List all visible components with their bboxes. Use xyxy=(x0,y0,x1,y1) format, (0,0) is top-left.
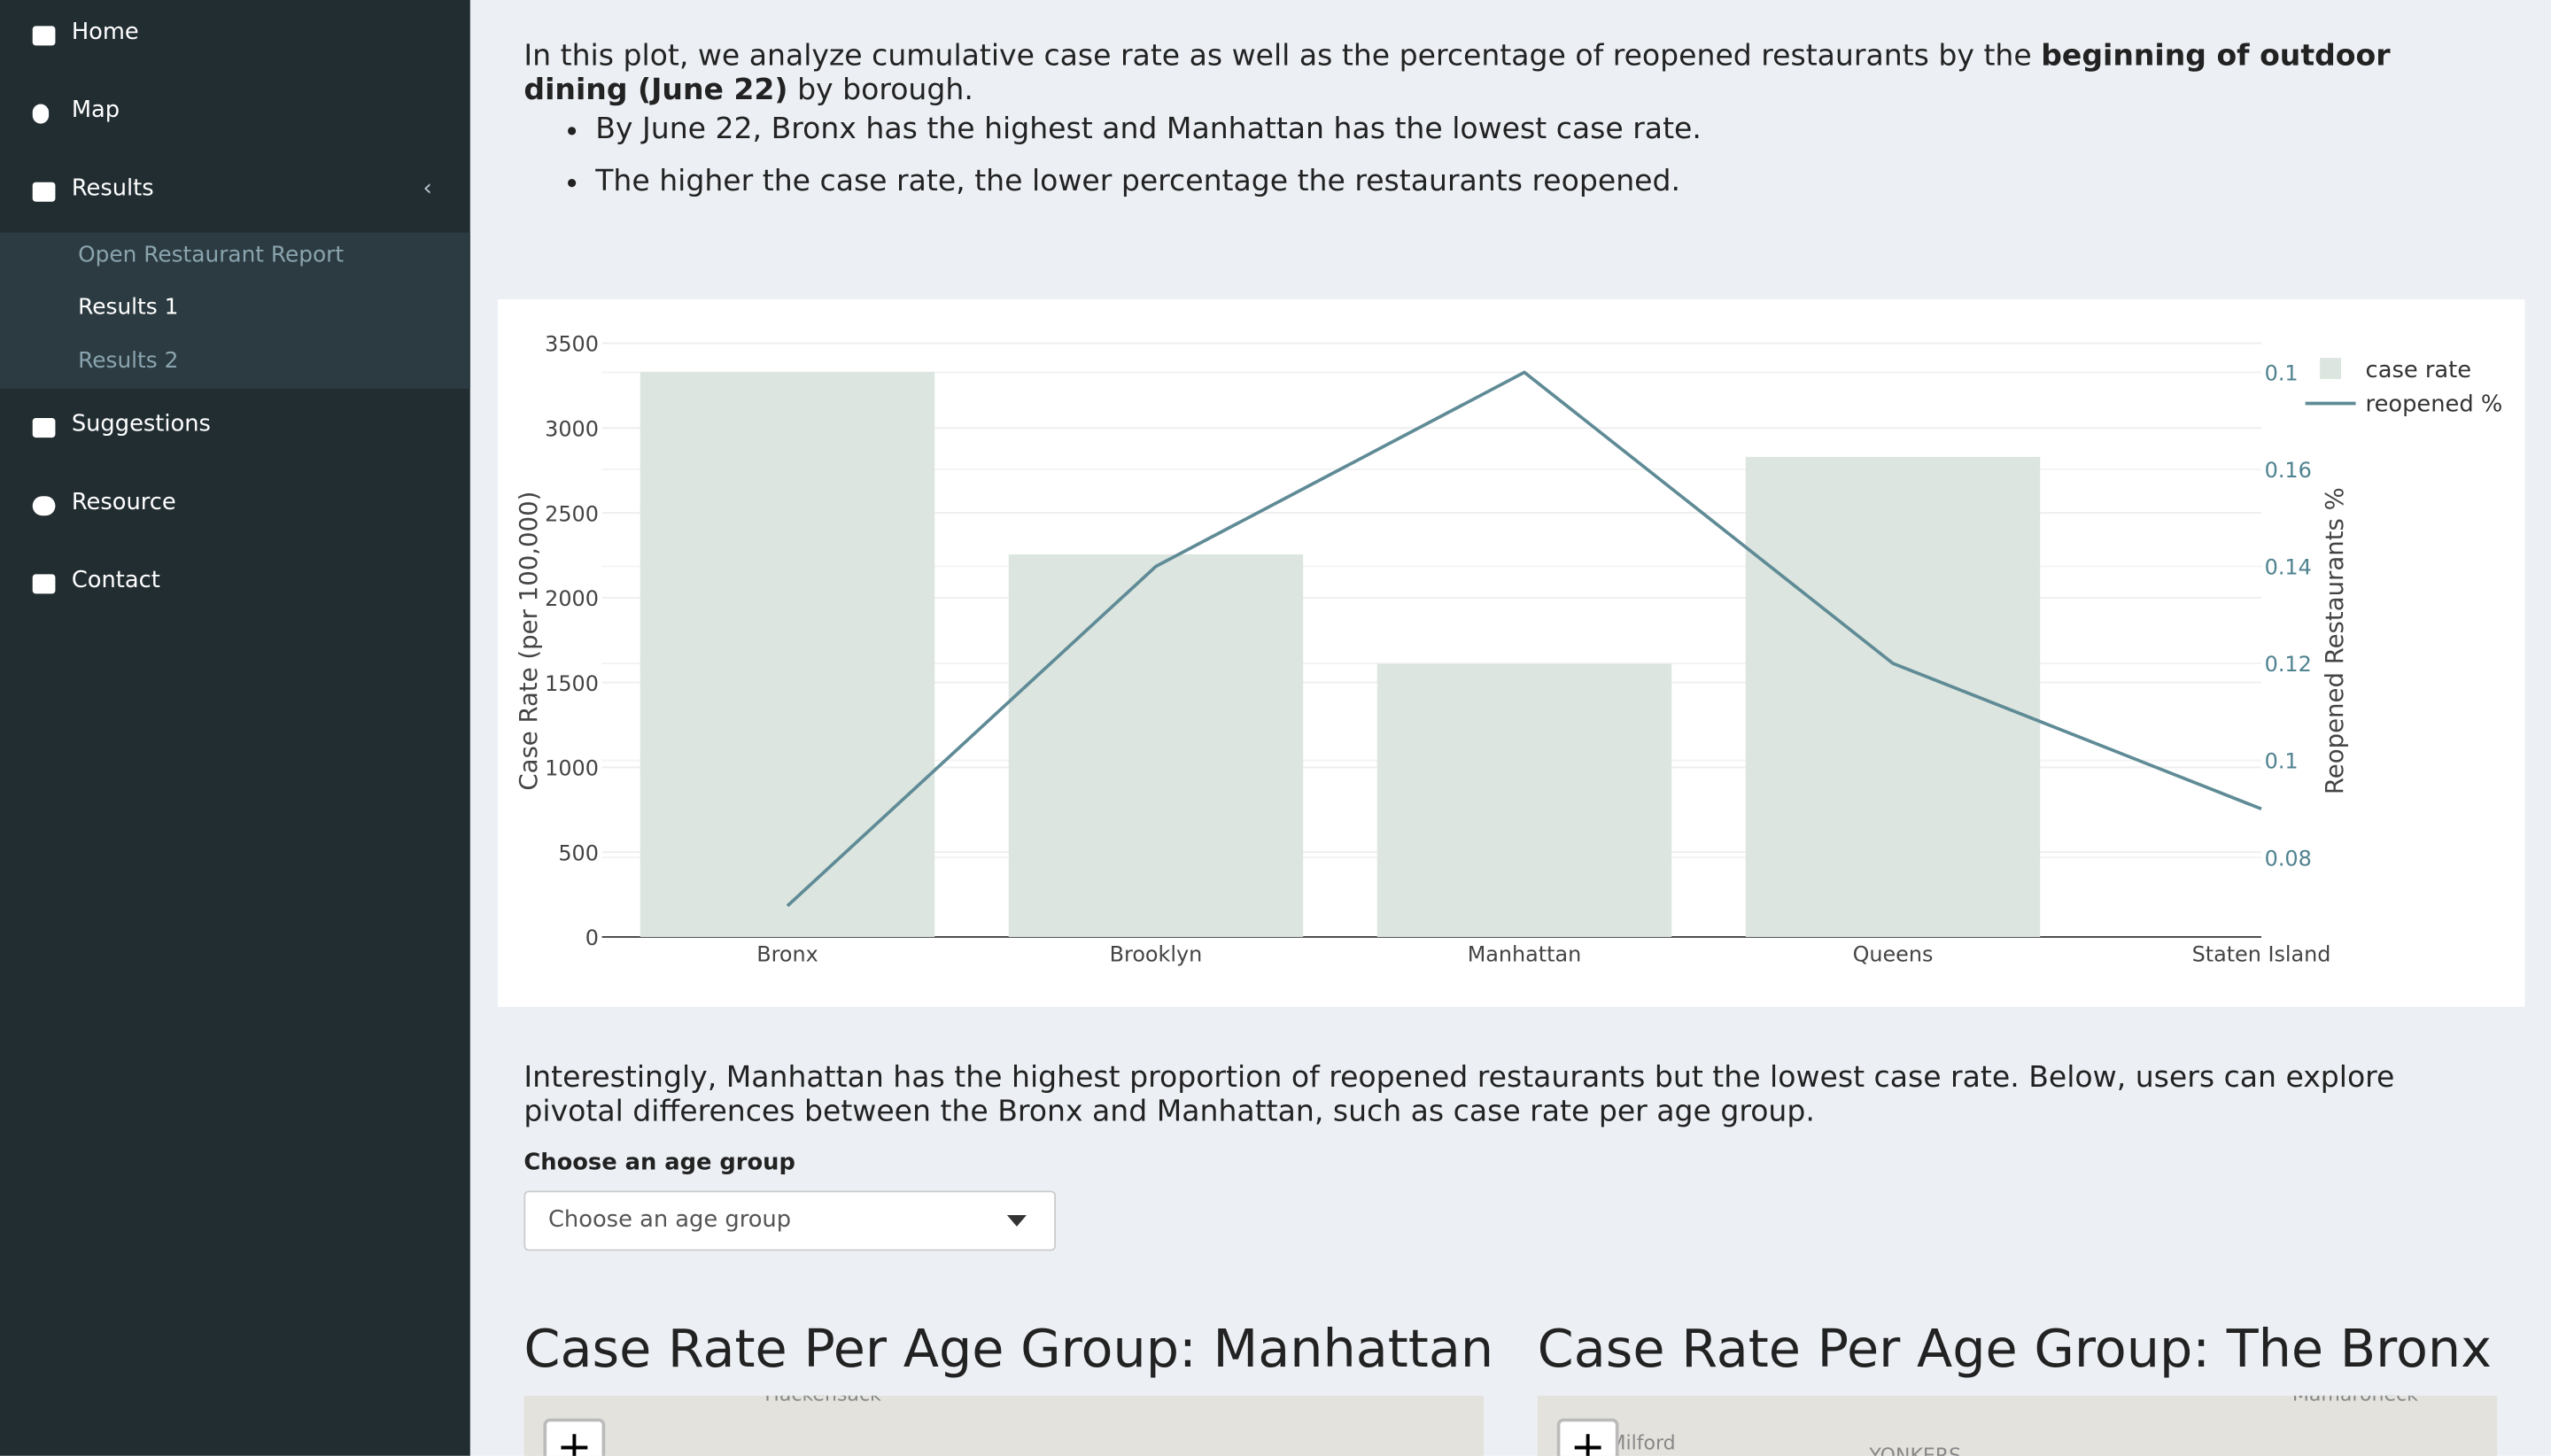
text: In this plot, we analyze cumulative case… xyxy=(523,39,2032,74)
y2-tick-label: 0.14 xyxy=(2265,555,2312,580)
select-placeholder: Choose an age group xyxy=(547,1206,792,1234)
x-tick-label: Manhattan xyxy=(1468,941,1582,966)
bullet: By June 22, Bronx has the highest and Ma… xyxy=(595,105,1702,157)
nav-item[interactable]: Home xyxy=(71,19,139,46)
nav-item[interactable]: Resource xyxy=(71,489,176,516)
bar xyxy=(1008,554,1304,937)
select[interactable]: Choose an age group xyxy=(523,1190,1057,1251)
nav-item[interactable]: Contact xyxy=(71,568,160,594)
chart: Case Rate (per 100,000) Reopened Restaur… xyxy=(498,298,2525,1007)
map-title: Case Rate Per Age Group: Manhattan xyxy=(523,1317,1494,1380)
y-tick-label: 3000 xyxy=(545,416,599,441)
bar xyxy=(640,372,935,937)
y2-tick-label: 0.1 xyxy=(2265,361,2299,386)
y-tick-label: 0 xyxy=(585,925,599,950)
place-label: Milford xyxy=(1609,1431,1676,1455)
zoom-in[interactable]: + xyxy=(1556,1418,1619,1456)
map[interactable]: Milford Mamaroneck YONKERS + xyxy=(1537,1395,2498,1456)
submenu: Open Restaurant Report Results 1 Results… xyxy=(0,232,470,389)
y2-tick-label: 0.12 xyxy=(2265,652,2312,677)
nav-item[interactable]: Results xyxy=(71,175,154,202)
icon xyxy=(32,418,56,438)
select-label: Choose an age group xyxy=(523,1150,795,1176)
legend-label: case rate xyxy=(2366,357,2471,383)
bold-text: beginning of outdoor dining (June 22) xyxy=(523,39,2391,108)
icon xyxy=(32,182,56,202)
nav-item[interactable]: Suggestions xyxy=(71,411,211,438)
y-tick-label: 1000 xyxy=(545,756,599,781)
icon xyxy=(32,26,56,46)
paragraph: Interestingly, Manhattan has the highest… xyxy=(523,1060,2395,1129)
y-tick-label: 2000 xyxy=(545,586,599,611)
place-label: Hackensack xyxy=(764,1396,881,1406)
map-title: Case Rate Per Age Group: The Bronx xyxy=(1537,1317,2492,1380)
submenu-item[interactable]: Results 2 xyxy=(78,348,179,375)
y2-axis-title: Reopened Restaurants % xyxy=(2321,487,2349,794)
icon xyxy=(32,496,56,516)
submenu-item[interactable]: Results 1 xyxy=(78,294,179,321)
bar xyxy=(1376,663,1672,937)
x-tick-label: Staten Island xyxy=(2192,941,2331,966)
legend-swatch xyxy=(2320,358,2342,379)
icon xyxy=(32,104,50,124)
x-tick-label: Bronx xyxy=(756,941,818,966)
nav-item[interactable]: Map xyxy=(71,97,120,124)
y-tick-label: 500 xyxy=(558,840,599,865)
place-label: YONKERS xyxy=(1869,1444,1961,1456)
bar xyxy=(1745,456,2041,937)
legend-label: reopened % xyxy=(2366,391,2503,418)
y-tick-label: 3500 xyxy=(545,332,599,357)
icon xyxy=(32,574,56,594)
caret xyxy=(1006,1215,1027,1227)
y-axis-title: Case Rate (per 100,000) xyxy=(515,492,543,791)
x-tick-label: Brooklyn xyxy=(1110,941,1203,966)
x-tick-label: Queens xyxy=(1853,941,1934,966)
map[interactable]: Hackensack + xyxy=(523,1395,1485,1456)
y-tick-label: 1500 xyxy=(545,671,599,696)
y2-tick-label: 0.16 xyxy=(2265,458,2312,483)
y-tick-label: 2500 xyxy=(545,501,599,526)
place-label: Mamaroneck xyxy=(2292,1396,2418,1406)
submenu-item[interactable]: Open Restaurant Report xyxy=(78,242,345,269)
intro: In this plot, we analyze cumulative case… xyxy=(523,39,2476,107)
y2-tick-label: 0.08 xyxy=(2265,846,2312,871)
sidebar: Home Map Results ‹ Open Restaurant Repor… xyxy=(0,0,470,1456)
zoom-in[interactable]: + xyxy=(543,1418,606,1456)
line xyxy=(786,370,2262,908)
bullets: By June 22, Bronx has the highest and Ma… xyxy=(523,105,1702,209)
y2-tick-label: 0.1 xyxy=(2265,749,2299,774)
chevron[interactable]: ‹ xyxy=(423,175,432,202)
bullet: The higher the case rate, the lower perc… xyxy=(595,156,1702,208)
text: by borough. xyxy=(797,73,973,108)
